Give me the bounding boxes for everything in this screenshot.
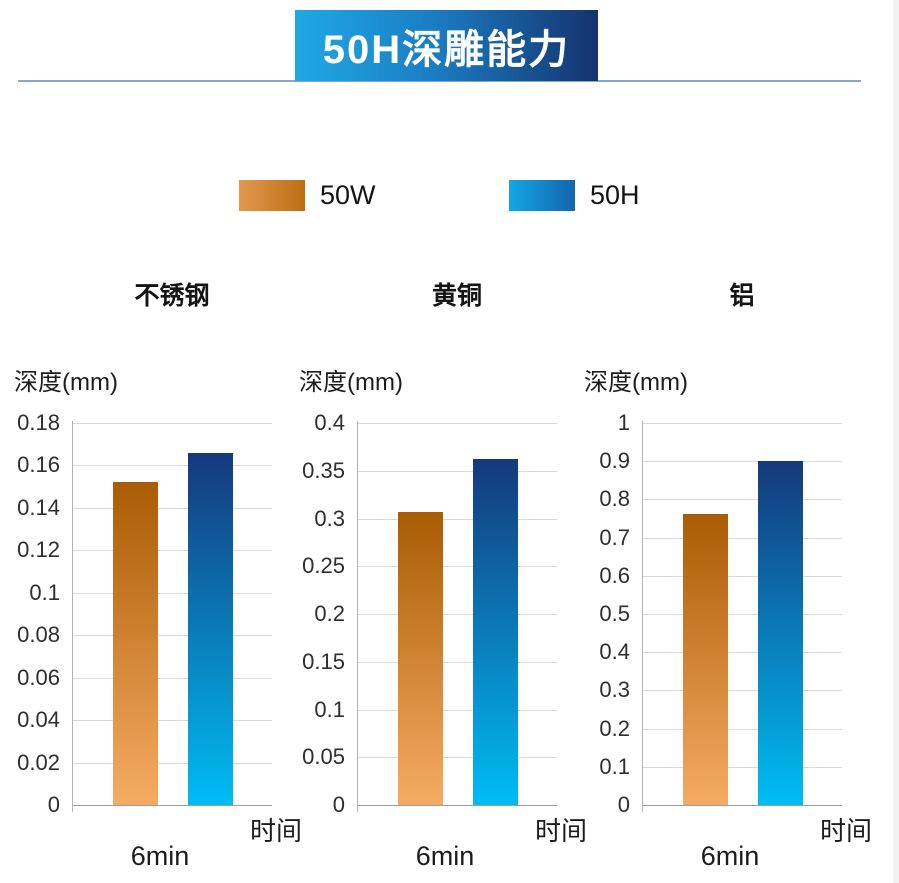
- page-title: 50H深雕能力: [322, 27, 571, 72]
- y-tick-label: 0.08: [17, 622, 60, 648]
- y-tick-label: 0.18: [17, 410, 60, 435]
- y-tick-label: 0.02: [17, 749, 60, 775]
- y-tick-label: 0.16: [17, 452, 60, 478]
- gridline: [642, 690, 842, 692]
- y-tick-label: 0.3: [599, 677, 630, 703]
- y-tick-label: 0.14: [17, 494, 60, 520]
- y-tick-label: 0.1: [599, 753, 630, 779]
- chart-title-aluminum: 铝: [729, 282, 755, 310]
- gridline: [642, 575, 842, 577]
- chart-title-stainless-steel: 不锈钢: [134, 282, 210, 310]
- gridline: [72, 677, 272, 679]
- y-axis-line-aluminum: [642, 421, 643, 812]
- y-axis-title-stainless-steel: 深度(mm): [14, 369, 118, 396]
- y-tick-label: 0.1: [314, 696, 345, 722]
- gridline: [642, 728, 842, 730]
- title-banner: 50H深雕能力: [295, 10, 598, 81]
- x-axis-title-aluminum: 时间: [819, 816, 872, 846]
- bar-50h-brass: [473, 459, 518, 805]
- y-axis-line-stainless-steel: [72, 421, 73, 812]
- gridline: [357, 757, 557, 759]
- legend-swatch-50w: [239, 180, 305, 211]
- y-axis-title-brass: 深度(mm): [299, 369, 403, 396]
- category-label-brass: 6min: [415, 841, 475, 871]
- y-tick-label: 0.9: [599, 448, 630, 474]
- y-tick-label: 0.4: [314, 410, 345, 435]
- y-tick-label: 1: [617, 410, 630, 435]
- gridline: [357, 661, 557, 663]
- y-tick-label: 0.7: [599, 524, 630, 550]
- y-tick-label: 0.5: [599, 601, 630, 626]
- gridline: [357, 518, 557, 520]
- gridline: [642, 652, 842, 654]
- page-right-edge: [893, 0, 899, 883]
- y-tick-label: 0.3: [314, 505, 345, 531]
- gridline: [642, 499, 842, 501]
- y-tick-label: 0: [47, 792, 60, 817]
- bar-50h-aluminum: [758, 461, 803, 805]
- y-axis-title-aluminum: 深度(mm): [584, 369, 688, 396]
- y-tick-label: 0.12: [17, 537, 60, 563]
- y-tick-label: 0.2: [314, 601, 345, 626]
- y-tick-label: 0: [332, 792, 345, 817]
- x-axis-title-brass: 时间: [534, 816, 587, 846]
- y-tick-label: 0.1: [29, 579, 60, 605]
- chart-title-brass: 黄铜: [431, 282, 483, 310]
- gridline: [72, 507, 272, 509]
- gridline: [357, 614, 557, 615]
- gridline: [357, 470, 557, 472]
- gridline: [72, 592, 272, 594]
- gridline: [72, 465, 272, 467]
- gridline: [642, 461, 842, 463]
- y-tick-label: 0.8: [599, 486, 630, 512]
- header-divider-line: [18, 80, 861, 82]
- bar-50h-stainless-steel: [188, 452, 233, 805]
- y-tick-label: 0.2: [599, 715, 630, 741]
- x-axis-line-stainless-steel: [72, 805, 272, 806]
- legend-label-50h: 50H: [590, 180, 640, 210]
- legend-label-50w: 50W: [320, 180, 376, 210]
- x-axis-title-stainless-steel: 时间: [249, 816, 302, 846]
- y-tick-label: 0: [617, 792, 630, 817]
- y-tick-label: 0.05: [302, 744, 345, 770]
- bar-50w-brass: [398, 511, 443, 805]
- category-label-aluminum: 6min: [700, 841, 760, 871]
- x-axis-line-brass: [357, 805, 557, 806]
- category-label-stainless-steel: 6min: [130, 841, 190, 871]
- y-tick-label: 0.4: [599, 639, 630, 665]
- legend-swatch-50h: [509, 180, 575, 211]
- gridline: [357, 709, 557, 711]
- gridline: [72, 550, 272, 552]
- y-tick-label: 0.25: [302, 553, 345, 579]
- y-tick-label: 0.06: [17, 664, 60, 690]
- gridline: [642, 423, 842, 424]
- x-axis-line-aluminum: [642, 805, 842, 806]
- gridline: [357, 423, 557, 424]
- bar-50w-aluminum: [683, 513, 728, 805]
- y-tick-label: 0.35: [302, 457, 345, 483]
- gridline: [357, 566, 557, 568]
- gridline: [642, 614, 842, 615]
- y-tick-label: 0.6: [599, 562, 630, 588]
- gridline: [642, 766, 842, 768]
- gridline: [72, 423, 272, 424]
- y-tick-label: 0.15: [302, 648, 345, 674]
- bar-50w-stainless-steel: [113, 482, 158, 805]
- y-tick-label: 0.04: [17, 707, 60, 733]
- gridline: [642, 537, 842, 539]
- gridline: [72, 762, 272, 764]
- gridline: [72, 720, 272, 722]
- gridline: [72, 635, 272, 637]
- y-axis-line-brass: [357, 421, 358, 812]
